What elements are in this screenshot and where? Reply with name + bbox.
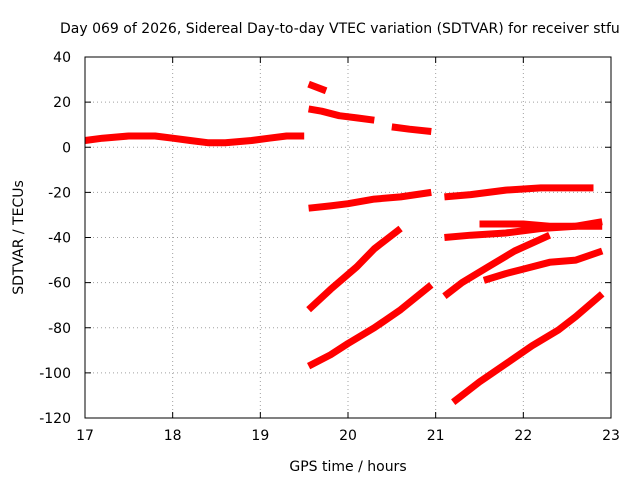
x-tick-label: 21 [427,428,445,444]
y-axis-label: SDTVAR / TECUs [11,180,27,295]
series-line-4 [391,123,432,135]
y-tick-label: 0 [62,140,71,156]
series-line-9 [479,220,603,230]
series-line-1 [84,132,305,147]
y-tick-label: -20 [48,185,71,201]
y-tick-label: -40 [48,231,71,247]
y-tick-label: 40 [53,50,71,66]
series-line-5 [308,188,432,212]
series-line-3 [307,105,375,124]
x-tick-label: 17 [76,428,94,444]
x-tick-label: 23 [602,428,620,444]
series-layer [84,80,605,405]
series-line-7 [306,225,403,313]
series-line-2 [307,80,328,95]
y-tick-label: -120 [39,411,71,427]
x-tick-label: 20 [339,428,357,444]
series-line-11 [482,247,604,284]
series-line-13 [451,291,605,405]
series-line-6 [444,184,594,201]
x-tick-label: 18 [164,428,182,444]
ticks: 17 18 19 20 21 22 23 -120 -100 -80 -60 -40 -20 0 20 40 [39,50,620,444]
chart-title: Day 069 of 2026, Sidereal Day-to-day VTE… [60,21,620,37]
series-line-10 [442,232,552,299]
y-tick-label: -60 [48,276,71,292]
x-tick-label: 19 [251,428,269,444]
y-tick-label: -100 [39,366,71,382]
x-axis-label: GPS time / hours [289,459,406,475]
y-tick-label: -80 [48,321,71,337]
series-line-12 [306,282,434,370]
x-tick-label: 22 [514,428,532,444]
y-tick-label: 20 [53,95,71,111]
